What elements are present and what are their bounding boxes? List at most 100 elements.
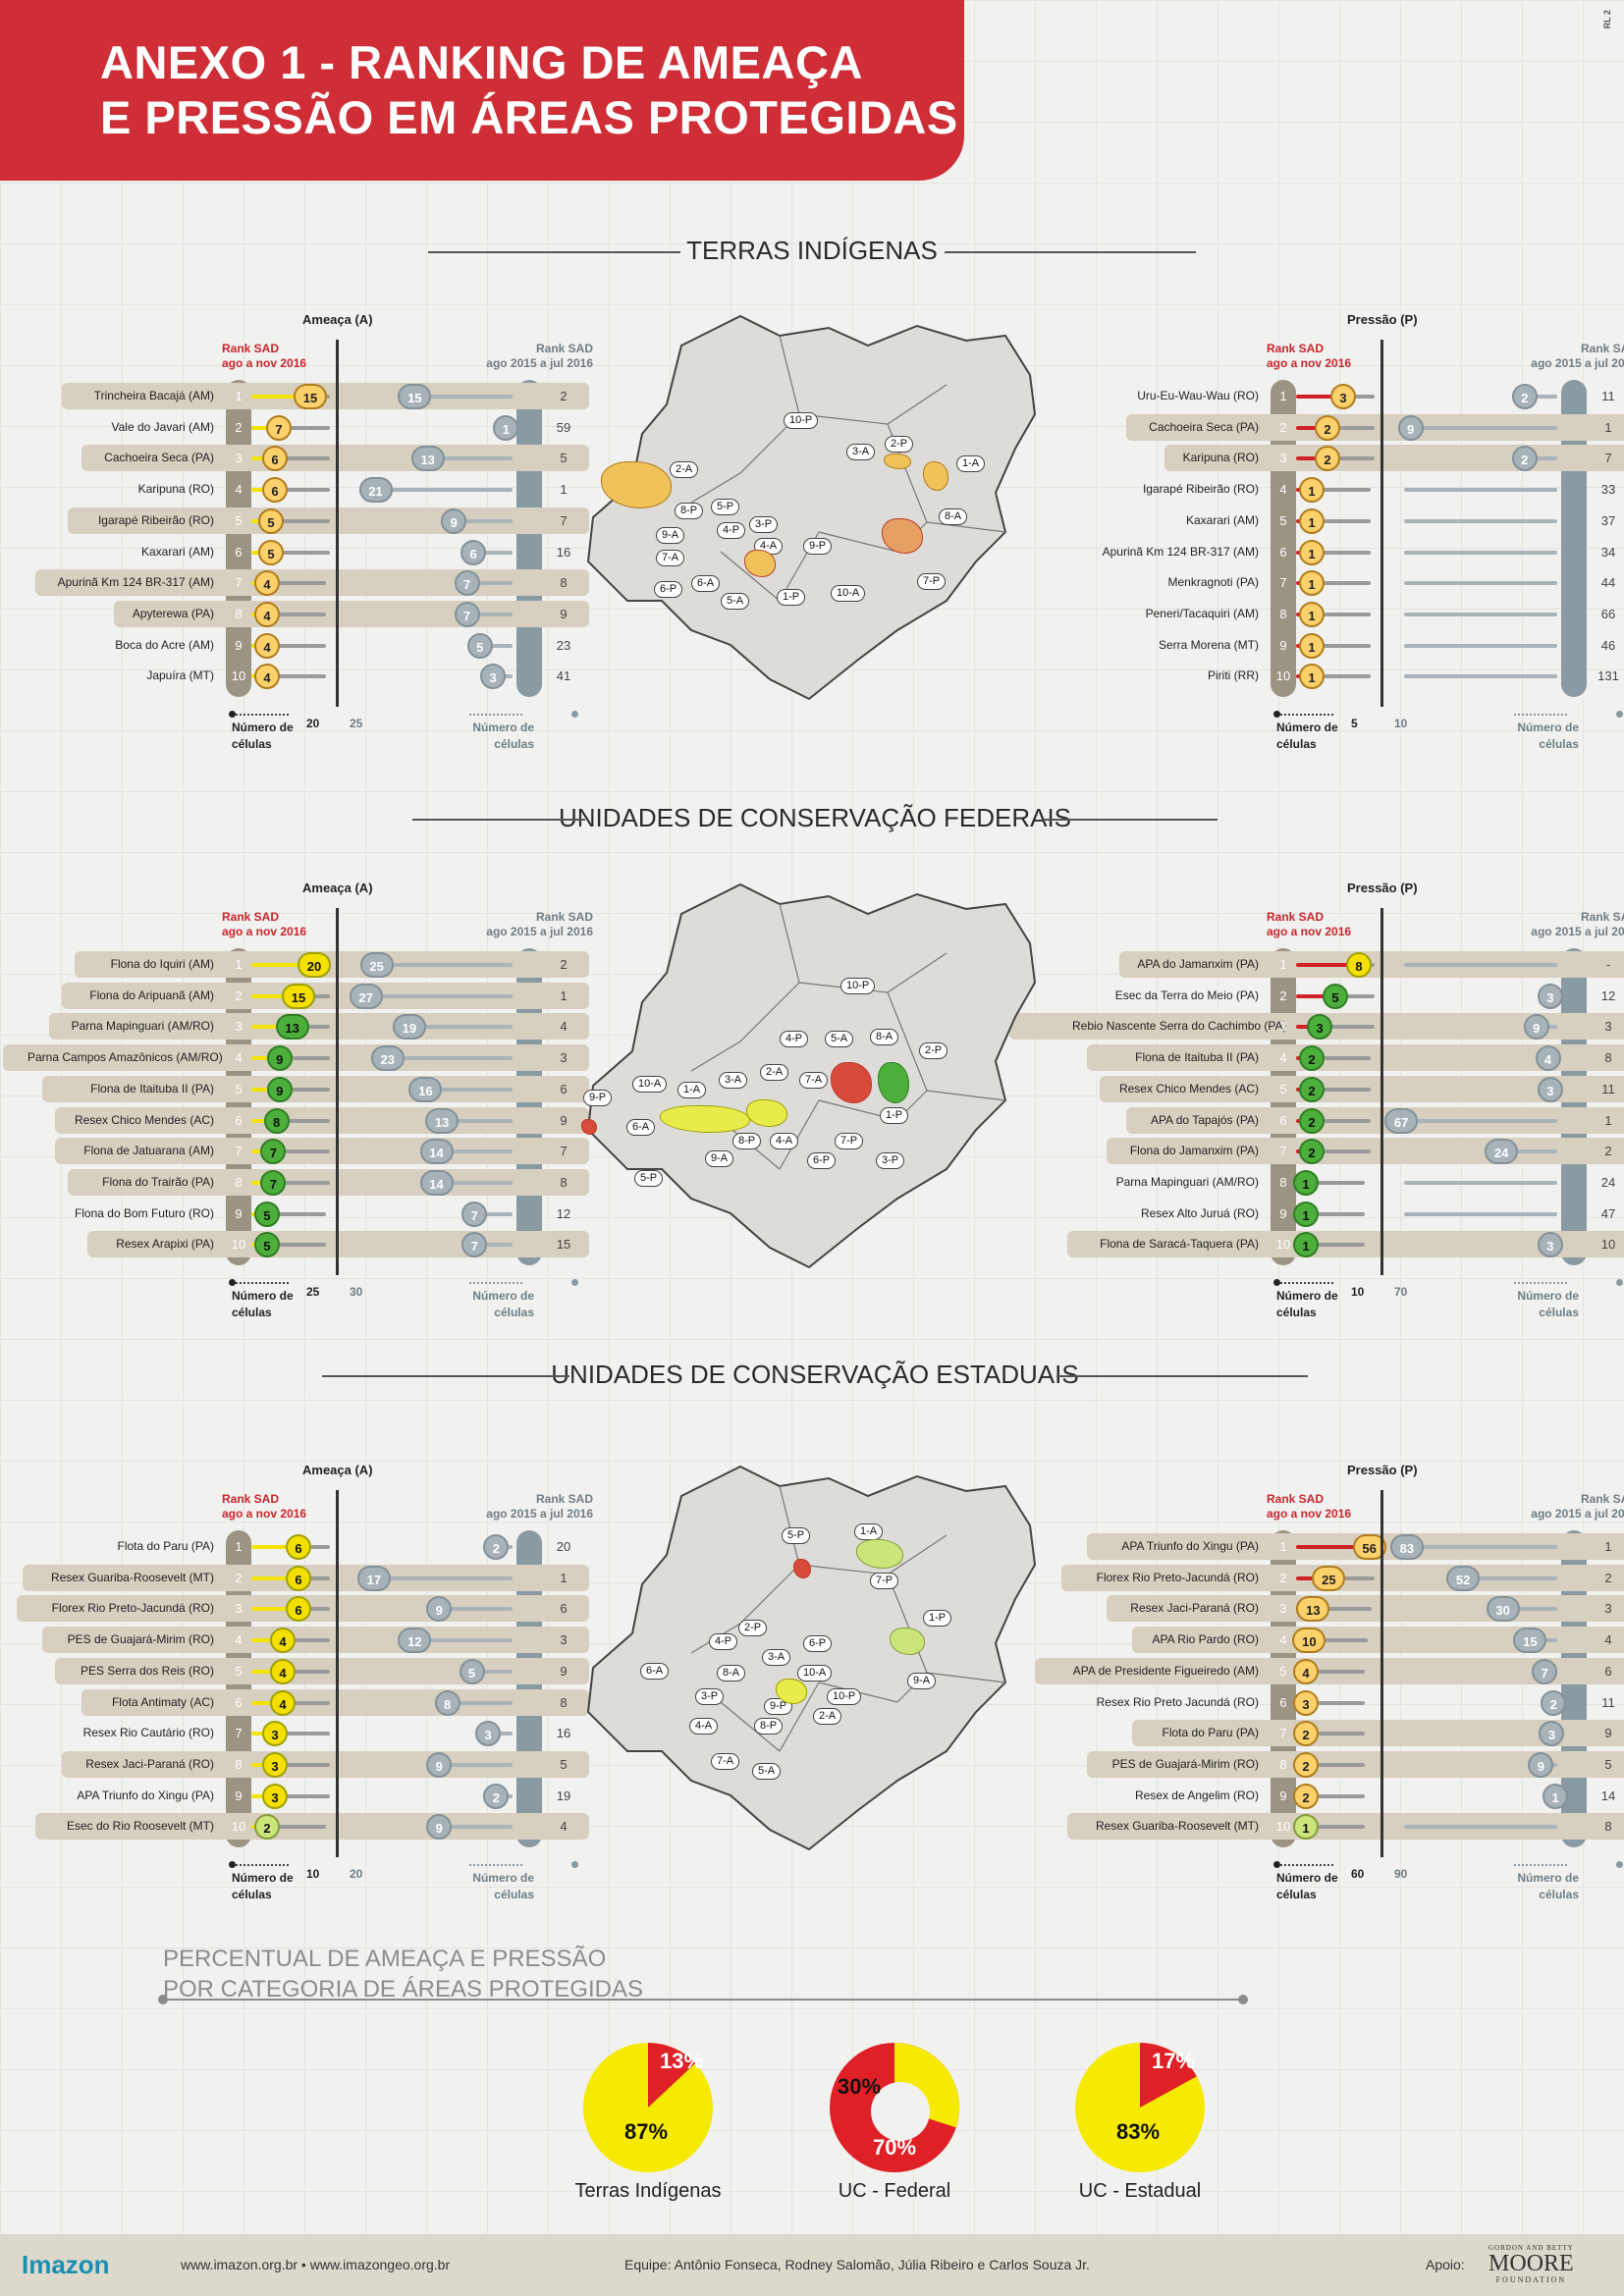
current-value-circle: 5 xyxy=(258,507,284,534)
area-name: Igarapé Ribeirão (RO) xyxy=(1142,482,1259,497)
rank-current: 3 xyxy=(235,1019,243,1035)
previous-value-track xyxy=(1404,612,1557,616)
area-name: Apurinã Km 124 BR-317 (AM) xyxy=(1102,544,1259,559)
rank-current: 4 xyxy=(235,482,243,498)
area-name: Resex Jaci-Paraná (RO) xyxy=(85,1756,214,1771)
current-value-circle: 10 xyxy=(1292,1628,1326,1654)
previous-value-bar xyxy=(408,1025,513,1030)
current-value-track xyxy=(279,1243,326,1248)
previous-value-track xyxy=(1404,488,1557,493)
protected-area-shape xyxy=(884,454,911,469)
rank-previous-line2: ago 2015 a jul 2016 xyxy=(1531,925,1624,938)
threat-panel-divider xyxy=(336,908,339,1275)
current-value-circle: 15 xyxy=(282,983,315,1009)
rank-previous: 2 xyxy=(560,957,568,972)
threat-panel-divider xyxy=(336,1490,339,1857)
rank-current: 6 xyxy=(235,1694,243,1710)
current-value-track xyxy=(1324,518,1371,523)
axis-dash-right xyxy=(469,1282,522,1284)
current-value-circle: 9 xyxy=(266,1076,293,1102)
area-name: Resex Guariba-Roosevelt (MT) xyxy=(1095,1819,1259,1834)
rank-current: 1 xyxy=(235,389,243,403)
rank-previous: 2 xyxy=(1604,1570,1612,1585)
axis-dot-left xyxy=(1273,1279,1280,1286)
area-name: Apurinã Km 124 BR-317 (AM) xyxy=(57,575,214,590)
previous-value-track xyxy=(1404,963,1557,967)
rank-current: 2 xyxy=(235,1570,243,1585)
map-marker-label: 3-A xyxy=(846,444,876,460)
current-value-track xyxy=(291,425,330,430)
rank-current: 1 xyxy=(1279,1539,1287,1554)
rank-previous: 8 xyxy=(1604,1050,1612,1066)
current-value-bar xyxy=(251,1025,293,1030)
current-value-track xyxy=(310,1575,330,1580)
previous-value-bar xyxy=(1401,1118,1557,1123)
cell-count-line2: células xyxy=(232,737,272,751)
area-name: Karipuna (RO) xyxy=(137,482,214,497)
current-value-circle: 2 xyxy=(1299,1045,1325,1072)
current-value-track xyxy=(1347,993,1375,998)
previous-value-circle: 16 xyxy=(408,1076,443,1102)
previous-value-bar xyxy=(474,1243,513,1248)
cell-count-label-left: Número de células xyxy=(232,1288,294,1321)
amazon-map xyxy=(586,314,1037,701)
current-value-track xyxy=(1339,425,1375,430)
map-marker-label: 6-A xyxy=(691,575,721,592)
current-value-track xyxy=(291,1056,330,1061)
area-name: Igarapé Ribeirão (RO) xyxy=(97,512,214,527)
map-marker-label: 10-A xyxy=(632,1076,668,1093)
map-marker-label: 1-A xyxy=(677,1082,707,1098)
map-marker-label: 8-A xyxy=(717,1665,746,1682)
current-value-circle: 2 xyxy=(1315,446,1340,472)
rank-current: 3 xyxy=(1279,1601,1287,1617)
map-marker-label: 5-P xyxy=(634,1170,664,1187)
rank-previous: 12 xyxy=(1600,988,1616,1003)
rank-current: 7 xyxy=(235,1144,243,1159)
pressure-panel-heading: Pressão (P) xyxy=(1347,1463,1418,1477)
current-value-circle: 13 xyxy=(1296,1596,1330,1623)
rank-previous: 131 xyxy=(1597,668,1619,684)
rank-current: 3 xyxy=(235,1601,243,1617)
section-title: UNIDADES DE CONSERVAÇÃO FEDERAIS xyxy=(558,803,1072,832)
rank-current: 7 xyxy=(235,575,243,591)
area-name: Flona do Jamanxim (PA) xyxy=(1129,1144,1259,1158)
rank-previous-line2: ago 2015 a jul 2016 xyxy=(1531,356,1624,370)
footer-sites[interactable]: www.imazon.org.br • www.imazongeo.org.br xyxy=(181,2257,451,2272)
current-value-track xyxy=(279,612,326,616)
imazon-logo[interactable]: Imazon xyxy=(22,2250,110,2279)
rank-previous: 8 xyxy=(560,575,568,591)
rank-previous-line1: Rank SAD xyxy=(535,910,593,924)
rank-previous: 16 xyxy=(556,1726,571,1741)
current-value-circle: 1 xyxy=(1293,1814,1319,1841)
rank-current-line1: Rank SAD xyxy=(1267,342,1325,355)
previous-value-bar xyxy=(454,518,513,523)
rank-previous-line1: Rank SAD xyxy=(535,1492,593,1506)
area-name: Flona de Itaituba II (PA) xyxy=(1135,1050,1259,1065)
current-value-bar xyxy=(251,1700,283,1705)
pressure-panel-heading: Pressão (P) xyxy=(1347,312,1418,327)
protected-area-shape xyxy=(746,1099,787,1127)
threat-rank-previous-header: Rank SAD ago 2015 a jul 2016 xyxy=(444,342,593,371)
current-value-track xyxy=(1324,1149,1371,1154)
current-value-track xyxy=(283,550,330,555)
previous-value-circle: 9 xyxy=(1397,414,1424,441)
axis-dot-left xyxy=(229,1279,236,1286)
previous-value-circle: 25 xyxy=(359,952,394,978)
threat-panel-heading: Ameaça (A) xyxy=(302,1463,373,1477)
cell-count-line1: Número de xyxy=(232,721,294,734)
previous-value-circle: 15 xyxy=(398,384,432,409)
rank-previous: 3 xyxy=(1604,1601,1612,1617)
previous-value-bar xyxy=(439,1607,513,1612)
rank-current-line2: ago a nov 2016 xyxy=(1267,356,1352,370)
current-value-track xyxy=(287,1793,330,1798)
axis-dot-left xyxy=(1273,711,1280,718)
current-value-circle: 2 xyxy=(1299,1107,1325,1134)
rank-current: 8 xyxy=(235,606,243,621)
current-value-track xyxy=(1371,963,1375,967)
map-region xyxy=(573,306,1064,719)
current-value-track xyxy=(288,1118,330,1123)
previous-value-circle: 9 xyxy=(1528,1751,1554,1778)
axis-max-left: 25 xyxy=(306,1285,320,1299)
axis-dash-left xyxy=(1280,1864,1333,1866)
rank-previous: 4 xyxy=(560,1019,568,1035)
